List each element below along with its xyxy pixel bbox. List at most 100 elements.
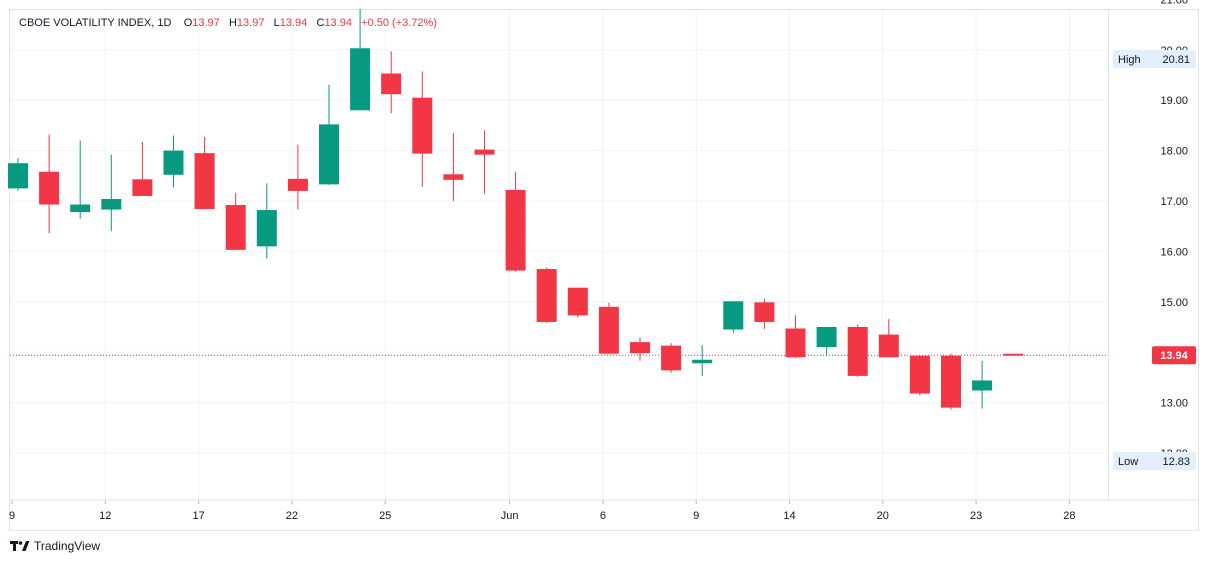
candle-body	[8, 163, 28, 189]
candle-up	[972, 360, 993, 409]
marker-layer: 13.94 High 20.81 Low 12.83	[10, 50, 1196, 470]
candle-body	[225, 205, 246, 250]
candle-down	[443, 132, 464, 201]
y-tick-label: 15.00	[1160, 297, 1188, 309]
high-marker-value: 20.81	[1162, 54, 1190, 66]
candle-body	[785, 328, 806, 358]
legend-low-value: 13.94	[279, 17, 308, 29]
high-marker-label: High	[1118, 54, 1141, 66]
candle-up	[8, 158, 28, 191]
candle-body	[319, 124, 339, 185]
candle-up	[692, 345, 713, 376]
candle-up	[101, 154, 122, 232]
legend-interval: 1D	[157, 17, 172, 29]
candle-body	[39, 171, 60, 205]
grid-layer	[10, 10, 1108, 500]
candle-body	[878, 334, 899, 358]
candle-body	[505, 189, 526, 271]
candle-body	[443, 174, 464, 180]
legend-change-value: +0.50 (+3.72%)	[361, 17, 437, 29]
candle-body	[1003, 353, 1024, 356]
y-tick-label: 16.00	[1160, 246, 1188, 258]
x-tick-label: 25	[379, 510, 391, 522]
legend-low-label: L	[273, 17, 280, 29]
legend-open-value: 13.97	[192, 17, 220, 29]
candle-body	[256, 210, 277, 247]
candle-up	[163, 135, 184, 188]
candle-body	[536, 269, 557, 322]
candle-down	[567, 287, 588, 318]
candle-down	[39, 134, 60, 234]
axis-layer: 21.0020.0019.0018.0017.0016.0015.0014.00…	[9, 0, 1198, 522]
candle-body	[474, 149, 495, 155]
brand-text: TradingView	[34, 539, 101, 553]
candle-body	[412, 97, 433, 154]
legend-high-label: H	[228, 17, 237, 29]
candle-down	[287, 144, 308, 210]
candle-down	[505, 171, 526, 272]
candle-body	[163, 150, 184, 175]
x-tick-label: 9	[9, 510, 15, 522]
last-price-label: 13.94	[1160, 350, 1188, 362]
candle-body	[754, 302, 775, 322]
candle-down	[754, 298, 775, 330]
candle-body	[972, 380, 993, 391]
tradingview-brand[interactable]: TradingView	[10, 539, 100, 553]
y-tick-label: 18.00	[1160, 146, 1188, 158]
y-tick-label: 17.00	[1160, 196, 1188, 208]
y-tick-label: 13.00	[1160, 398, 1188, 410]
candle-body	[287, 178, 308, 191]
y-tick-label: 19.00	[1160, 95, 1188, 107]
y-tick-label: 21.00	[1160, 0, 1188, 6]
last-price-badge	[1152, 346, 1196, 365]
candle-down	[878, 318, 899, 358]
x-tick-label: 28	[1063, 510, 1075, 522]
candle-down	[1003, 353, 1024, 356]
candle-body	[70, 204, 91, 213]
candle-down	[909, 355, 930, 396]
candle-down	[225, 192, 246, 250]
candle-up	[723, 301, 744, 334]
candle-body	[598, 306, 619, 354]
legend-close-value: 13.94	[324, 17, 352, 29]
high-marker-badge	[1113, 50, 1196, 68]
candle-body	[816, 327, 837, 348]
x-tick-label: 12	[99, 510, 111, 522]
x-tick-label: 20	[877, 510, 889, 522]
candle-up	[319, 84, 339, 185]
candle-down	[536, 267, 557, 323]
legend-title: CBOE VOLATILITY INDEX	[19, 17, 152, 29]
legend-close-label: C	[316, 17, 325, 29]
legend-high-value: 13.97	[236, 17, 265, 29]
low-marker-badge	[1113, 452, 1196, 470]
candle-down	[381, 51, 402, 114]
low-marker-label: Low	[1118, 456, 1138, 468]
candle-down	[661, 343, 682, 373]
candle-down	[474, 130, 495, 194]
candle-layer	[8, 8, 1024, 410]
candle-down	[847, 324, 868, 377]
candle-down	[630, 337, 650, 361]
candle-body	[661, 345, 682, 371]
x-tick-label: 22	[286, 510, 298, 522]
candle-body	[194, 153, 215, 210]
candle-down	[194, 136, 215, 210]
candle-body	[909, 355, 930, 394]
candle-down	[412, 71, 433, 187]
candle-body	[101, 198, 122, 210]
candle-body	[630, 342, 650, 354]
x-tick-label: 17	[192, 510, 204, 522]
candle-body	[723, 301, 744, 330]
candle-body	[350, 48, 371, 111]
x-tick-label: 23	[970, 510, 982, 522]
low-marker-value: 12.83	[1162, 456, 1190, 468]
candle-down	[785, 315, 806, 359]
x-tick-label: Jun	[501, 510, 519, 522]
candle-down	[941, 353, 961, 410]
candle-body	[132, 179, 153, 196]
candle-body	[847, 327, 868, 376]
candle-up	[70, 140, 91, 219]
chart-frame[interactable]	[9, 9, 1199, 531]
x-tick-label: 6	[600, 510, 606, 522]
